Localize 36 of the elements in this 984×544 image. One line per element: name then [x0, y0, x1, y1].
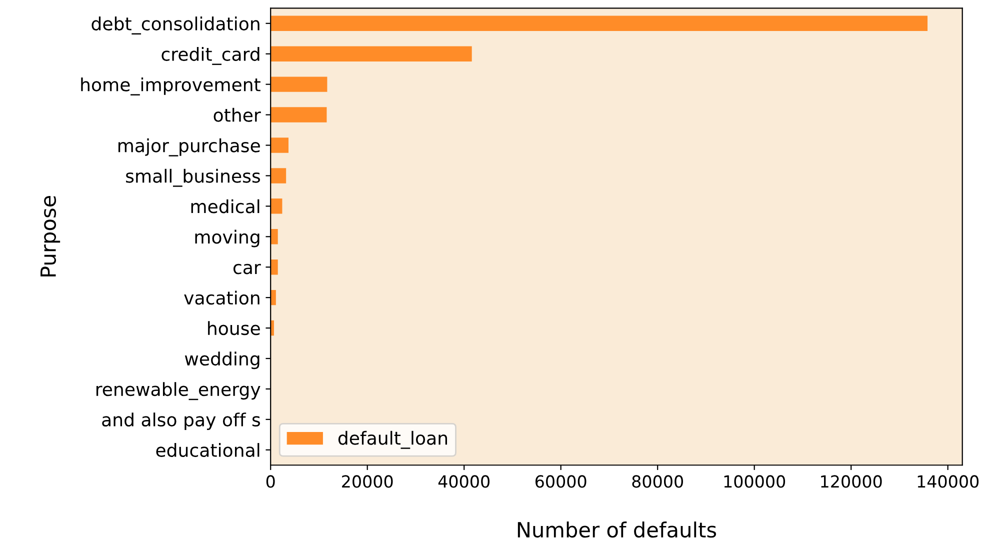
bar: [270, 16, 928, 32]
y-tick-label: major_purchase: [118, 138, 260, 156]
y-tick-label: and also pay off s: [102, 412, 260, 430]
x-tick-label: 20000: [342, 475, 393, 488]
y-tick-label: house: [208, 321, 260, 336]
y-tick-label: small_business: [126, 168, 260, 187]
x-tick-label: 40000: [438, 475, 490, 488]
bar: [270, 76, 328, 92]
bar: [270, 229, 278, 244]
legend-label: default_loan: [338, 430, 447, 449]
bar: [270, 107, 327, 122]
y-tick-label: educational: [156, 443, 260, 458]
bar: [270, 198, 282, 214]
x-tick-label: 120000: [821, 475, 882, 488]
y-tick-label: medical: [191, 199, 260, 214]
y-tick-label: car: [233, 264, 261, 274]
x-axis-title: Number of defaults: [518, 522, 716, 538]
y-axis-title: Purpose: [40, 196, 60, 276]
x-tick-label: 60000: [536, 475, 586, 488]
x-tick-label: 100000: [724, 475, 786, 488]
y-tick-label: renewable_energy: [96, 382, 260, 400]
y-tick-label: moving: [195, 230, 260, 248]
x-tick-label: 140000: [918, 475, 979, 488]
bar: [270, 290, 276, 306]
x-tick-label: 80000: [632, 475, 683, 488]
y-tick-label: wedding: [184, 352, 260, 370]
bar: [270, 168, 286, 184]
bar: [270, 259, 278, 275]
y-tick-label: debt_consolidation: [92, 16, 260, 35]
y-tick-label: vacation: [184, 290, 260, 305]
x-tick-label: 0: [266, 475, 275, 488]
y-tick-label: credit_card: [162, 46, 260, 65]
bar: [270, 138, 288, 153]
bar: [270, 46, 472, 62]
y-tick-label: other: [214, 108, 261, 122]
y-tick-label: home_improvement: [81, 77, 260, 96]
